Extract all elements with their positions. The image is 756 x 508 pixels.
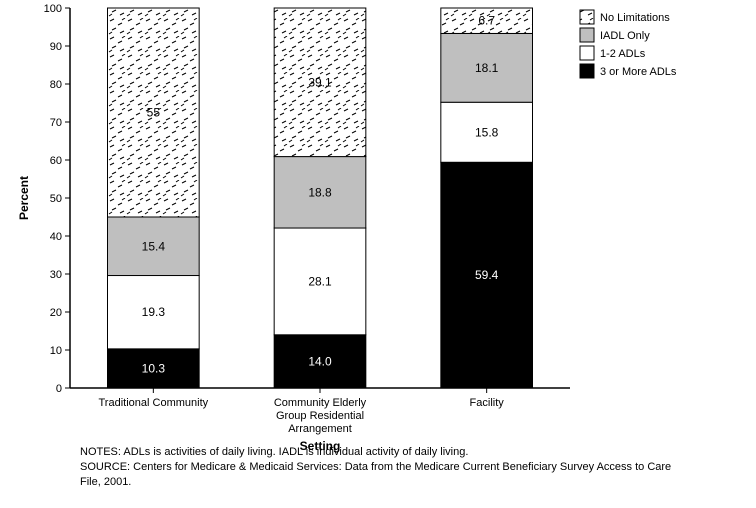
legend-label: 1-2 ADLs [600, 48, 646, 60]
legend-swatch [580, 10, 594, 24]
legend-label: IADL Only [600, 30, 650, 42]
bar-value-label: 28.1 [308, 274, 332, 288]
source-line: SOURCE: Centers for Medicare & Medicaid … [80, 460, 680, 490]
bar-value-label: 18.1 [475, 61, 499, 75]
stacked-bar-chart: 0102030405060708090100PercentSetting10.3… [0, 0, 756, 508]
bar-value-label: 55 [147, 106, 161, 120]
y-tick-label: 10 [50, 345, 62, 357]
legend-label: No Limitations [600, 12, 670, 24]
legend-swatch [580, 46, 594, 60]
y-tick-label: 90 [50, 41, 62, 53]
y-axis-label: Percent [17, 176, 31, 220]
legend-swatch [580, 64, 594, 78]
y-tick-label: 60 [50, 155, 62, 167]
x-tick-label: Facility [470, 397, 505, 409]
y-tick-label: 0 [56, 383, 62, 395]
bar-value-label: 19.3 [142, 305, 166, 319]
y-tick-label: 50 [50, 193, 62, 205]
bar-value-label: 15.4 [142, 239, 166, 253]
bar-value-label: 59.4 [475, 268, 499, 282]
legend-swatch [580, 28, 594, 42]
y-tick-label: 30 [50, 269, 62, 281]
y-tick-label: 40 [50, 231, 62, 243]
note-line: NOTES: ADLs is activities of daily livin… [80, 445, 680, 460]
footnotes: NOTES: ADLs is activities of daily livin… [80, 445, 680, 490]
y-tick-label: 80 [50, 79, 62, 91]
bar-value-label: 10.3 [142, 361, 166, 375]
x-tick-label: Group Residential [276, 410, 364, 422]
bar-value-label: 6.7 [478, 14, 495, 28]
y-tick-label: 20 [50, 307, 62, 319]
x-tick-label: Arrangement [288, 423, 352, 435]
legend-label: 3 or More ADLs [600, 66, 677, 78]
bar-value-label: 14.0 [308, 354, 332, 368]
y-tick-label: 100 [44, 3, 62, 15]
x-tick-label: Community Elderly [274, 397, 367, 409]
x-tick-label: Traditional Community [99, 397, 209, 409]
bar-value-label: 15.8 [475, 125, 499, 139]
bar-value-label: 18.8 [308, 185, 332, 199]
bar-value-label: 39.1 [308, 75, 332, 89]
y-tick-label: 70 [50, 117, 62, 129]
